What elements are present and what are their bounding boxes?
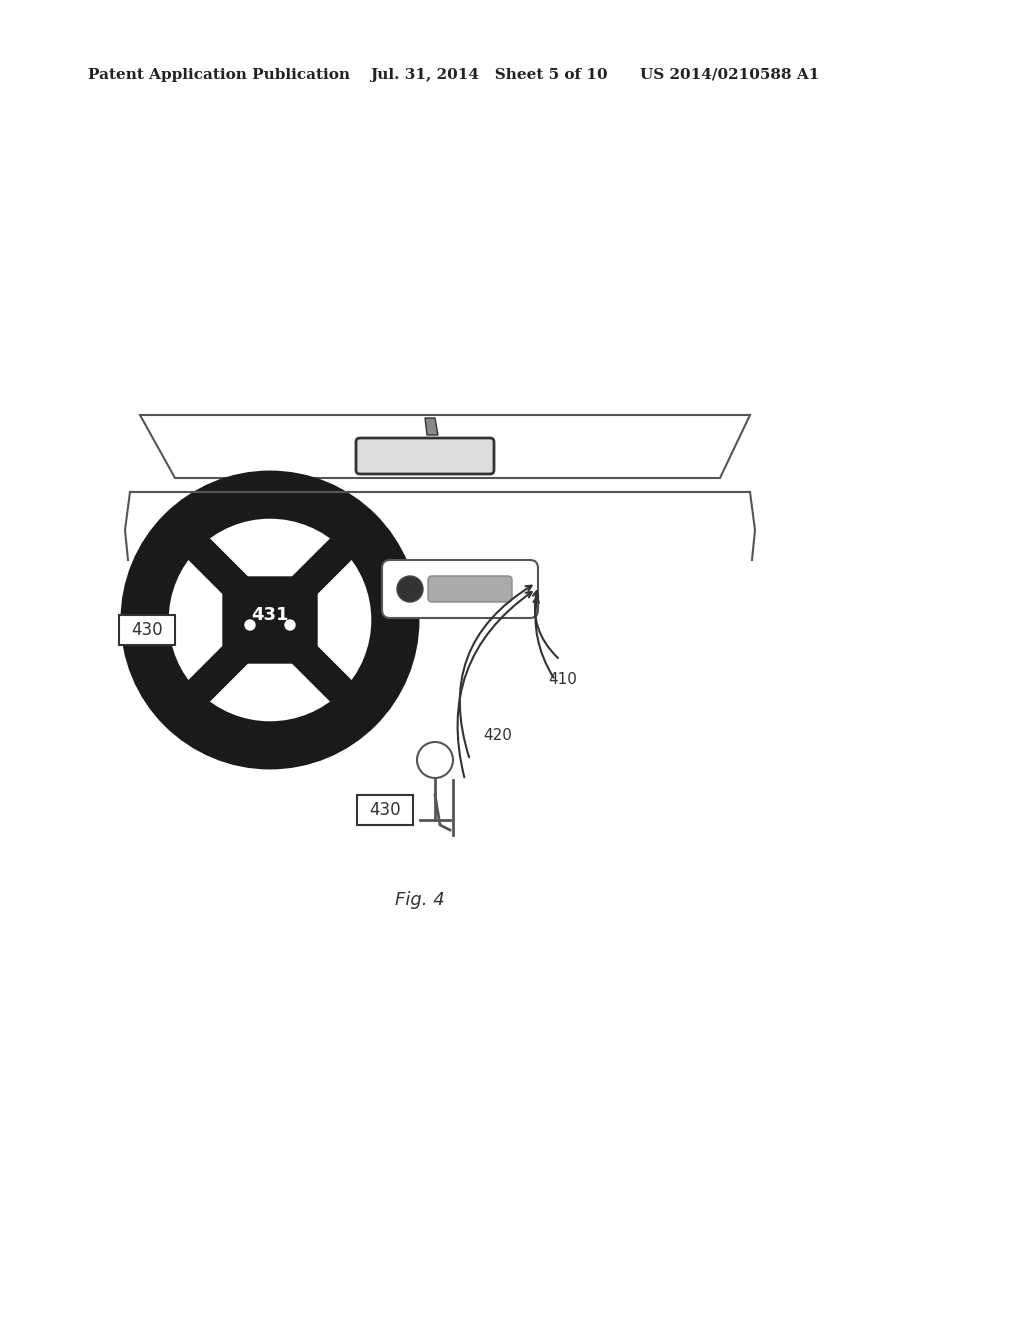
FancyBboxPatch shape: [428, 576, 512, 602]
Circle shape: [397, 576, 423, 602]
Polygon shape: [425, 418, 438, 436]
FancyBboxPatch shape: [119, 615, 175, 645]
FancyBboxPatch shape: [357, 795, 413, 825]
Circle shape: [245, 620, 255, 630]
Text: US 2014/0210588 A1: US 2014/0210588 A1: [640, 69, 819, 82]
Text: 430: 430: [131, 620, 163, 639]
Circle shape: [140, 490, 400, 750]
Text: 431: 431: [251, 606, 289, 624]
FancyBboxPatch shape: [223, 577, 317, 663]
FancyBboxPatch shape: [356, 438, 494, 474]
Circle shape: [168, 517, 372, 722]
Circle shape: [417, 742, 453, 777]
Text: Jul. 31, 2014   Sheet 5 of 10: Jul. 31, 2014 Sheet 5 of 10: [370, 69, 607, 82]
Text: Patent Application Publication: Patent Application Publication: [88, 69, 350, 82]
Text: 410: 410: [548, 672, 577, 688]
Text: Fig. 4: Fig. 4: [395, 891, 444, 909]
Text: 420: 420: [483, 727, 512, 742]
FancyBboxPatch shape: [382, 560, 538, 618]
Circle shape: [285, 620, 295, 630]
Text: 430: 430: [370, 801, 400, 818]
